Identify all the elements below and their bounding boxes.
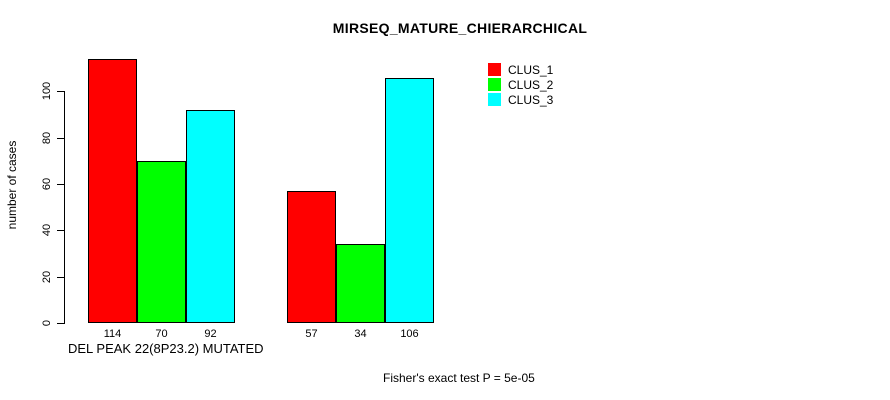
legend-swatch-icon [488,93,501,106]
legend-swatch-icon [488,63,501,76]
bar-clus_1-group2 [287,191,336,323]
legend: CLUS_1 CLUS_2 CLUS_3 [488,62,553,107]
legend-label: CLUS_2 [508,77,554,92]
legend-item-clus_3: CLUS_3 [488,92,553,107]
bar-value-label: 57 [305,328,318,340]
pvalue-note: Fisher's exact test P = 5e-05 [383,371,535,385]
y-tick-label: 40 [41,224,53,237]
bar-value-label: 114 [103,328,122,340]
legend-item-clus_2: CLUS_2 [488,77,553,92]
y-tick-mark [57,230,64,232]
bar-value-label: 70 [155,328,168,340]
y-axis-label: number of cases [5,140,19,230]
x-axis-label: DEL PEAK 22(8P23.2) MUTATED [68,341,264,356]
bar-value-label: 106 [400,328,419,340]
legend-swatch-icon [488,78,501,91]
y-axis-line [64,91,65,324]
y-tick-mark [57,91,64,93]
legend-item-clus_1: CLUS_1 [488,62,553,77]
y-tick-mark [57,137,64,139]
y-tick-label: 100 [41,82,53,101]
y-tick-mark [57,276,64,278]
bar-clus_3-group1 [186,110,235,323]
y-tick-label: 20 [41,270,53,283]
bar-clus_2-group1 [137,161,186,323]
bar-value-label: 92 [204,328,217,340]
legend-label: CLUS_1 [508,62,554,77]
y-tick-label: 60 [41,177,53,191]
y-tick-mark [57,184,64,186]
chart-title: MIRSEQ_MATURE_CHIERARCHICAL [332,20,588,36]
bar-clus_2-group2 [336,244,385,323]
bar-clus_3-group2 [385,78,434,323]
legend-label: CLUS_3 [508,92,554,107]
y-tick-label: 80 [41,131,53,144]
bar-clus_1-group1 [88,59,137,323]
bar-value-label: 34 [354,328,367,340]
y-tick-label: 0 [41,319,53,327]
y-tick-mark [57,323,64,324]
